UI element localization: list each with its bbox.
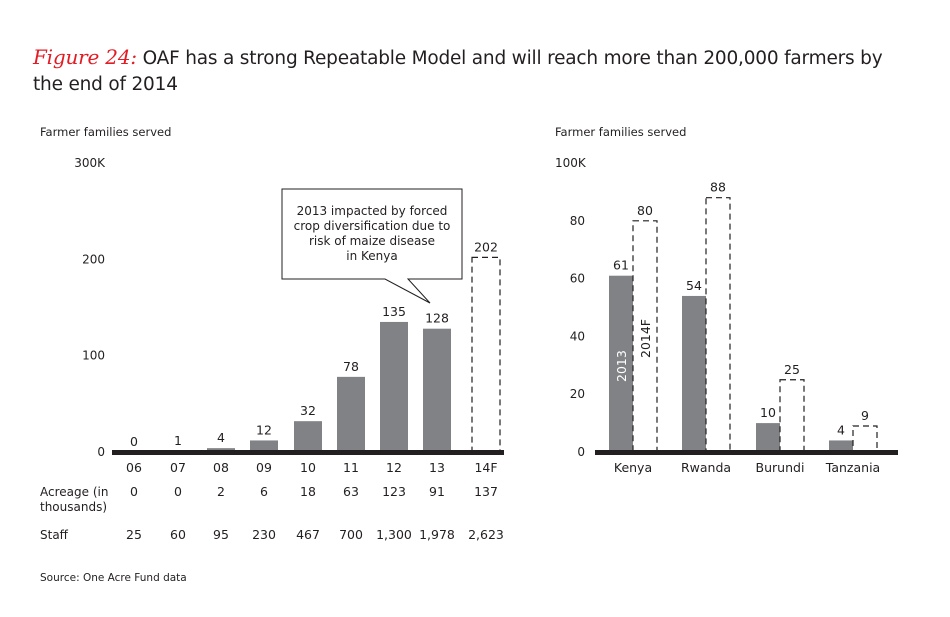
bar: [337, 376, 365, 452]
table-cell: 123: [382, 484, 406, 499]
bar-value-label: 4: [837, 422, 845, 437]
series-label-2013: 2013: [614, 350, 629, 382]
x-axis-line: [112, 450, 504, 455]
bar-value-label: 61: [613, 258, 629, 273]
bar-2013: [829, 440, 853, 452]
bar: [250, 440, 278, 452]
table-cell: 0: [130, 484, 138, 499]
x-tick-label: 13: [429, 460, 445, 475]
bar-value-label: 54: [686, 278, 702, 293]
bar-value-label: 202: [474, 239, 498, 254]
bar-value-label: 10: [760, 405, 776, 420]
figure-number: Figure 24:: [33, 45, 137, 69]
bar-value-label: 25: [784, 362, 800, 377]
bar-forecast: [471, 256, 501, 453]
table-cell: 0: [174, 484, 182, 499]
bar-value-label: 135: [382, 304, 406, 319]
bar: [423, 328, 451, 452]
bar-2013: [756, 423, 780, 452]
bar-value-label: 128: [425, 311, 449, 326]
bar: [294, 421, 322, 452]
bar-2014f: [779, 379, 805, 453]
x-tick-label: 09: [256, 460, 272, 475]
y-tick-label: 0: [97, 445, 105, 459]
x-tick-label: Rwanda: [681, 460, 731, 475]
y-tick-label: 300K: [74, 156, 106, 170]
annotation-text: in Kenya: [346, 249, 397, 263]
table-row-label: thousands): [40, 500, 107, 514]
table-cell: 91: [429, 484, 445, 499]
table-cell: 18: [300, 484, 316, 499]
bar-value-label: 12: [256, 422, 272, 437]
table-cell: 230: [252, 527, 276, 542]
annotation-callout: [281, 188, 463, 304]
x-tick-label: 06: [126, 460, 142, 475]
bar-2013: [682, 295, 706, 452]
y-tick-label: 20: [570, 387, 585, 401]
x-tick-label: 14F: [474, 460, 497, 475]
annotation-text: crop diversification due to: [294, 219, 451, 233]
y-tick-label: 60: [570, 272, 585, 286]
x-tick-label: Burundi: [756, 460, 805, 475]
x-tick-label: 11: [343, 460, 359, 475]
table-cell: 1,978: [419, 527, 455, 542]
x-tick-label: 12: [386, 460, 402, 475]
table-cell: 137: [474, 484, 498, 499]
bar-value-label: 4: [217, 430, 225, 445]
bar-2013: [609, 275, 633, 452]
bar-value-label: 78: [343, 359, 359, 374]
x-tick-label: 08: [213, 460, 229, 475]
bar-value-label: 9: [861, 408, 869, 423]
table-cell: 6: [260, 484, 268, 499]
table-cell: 700: [339, 527, 363, 542]
table-cell: 467: [296, 527, 320, 542]
bar-2014f: [852, 425, 878, 453]
annotation-text: 2013 impacted by forced: [297, 204, 448, 218]
table-cell: 1,300: [376, 527, 412, 542]
bar-2014f: [632, 220, 658, 453]
bar-value-label: 1: [174, 433, 182, 448]
y-tick-label: 0: [577, 445, 585, 459]
table-cell: 95: [213, 527, 229, 542]
table-cell: 2: [217, 484, 225, 499]
x-tick-label: Tanzania: [825, 460, 880, 475]
x-tick-label: Kenya: [614, 460, 652, 475]
figure-title-text: OAF has a strong Repeatable Model and wi…: [33, 48, 883, 95]
bar-2014f: [705, 197, 731, 453]
x-tick-label: 07: [170, 460, 186, 475]
table-row-label: Staff: [40, 528, 69, 542]
table-cell: 2,623: [468, 527, 504, 542]
figure-title: Figure 24: OAF has a strong Repeatable M…: [33, 44, 913, 98]
table-row-label: Acreage (in: [40, 485, 108, 499]
bar-value-label: 88: [710, 180, 726, 195]
bar-value-label: 0: [130, 434, 138, 449]
annotation-text: risk of maize disease: [309, 234, 435, 248]
bar: [380, 321, 408, 452]
right-chart-ylabel: Farmer families served: [555, 125, 687, 139]
x-tick-label: 10: [300, 460, 316, 475]
y-tick-label: 80: [570, 214, 585, 228]
table-cell: 60: [170, 527, 186, 542]
series-label-2014f: 2014F: [638, 319, 653, 358]
table-cell: 25: [126, 527, 142, 542]
y-tick-label: 100K: [555, 156, 587, 170]
y-tick-label: 200: [82, 252, 105, 266]
y-tick-label: 40: [570, 329, 585, 343]
x-axis-line: [595, 450, 898, 455]
y-tick-label: 100: [82, 349, 105, 363]
table-cell: 63: [343, 484, 359, 499]
left-chart-ylabel: Farmer families served: [40, 125, 172, 139]
source-note: Source: One Acre Fund data: [40, 572, 187, 584]
bar-value-label: 80: [637, 203, 653, 218]
bar-value-label: 32: [300, 403, 316, 418]
